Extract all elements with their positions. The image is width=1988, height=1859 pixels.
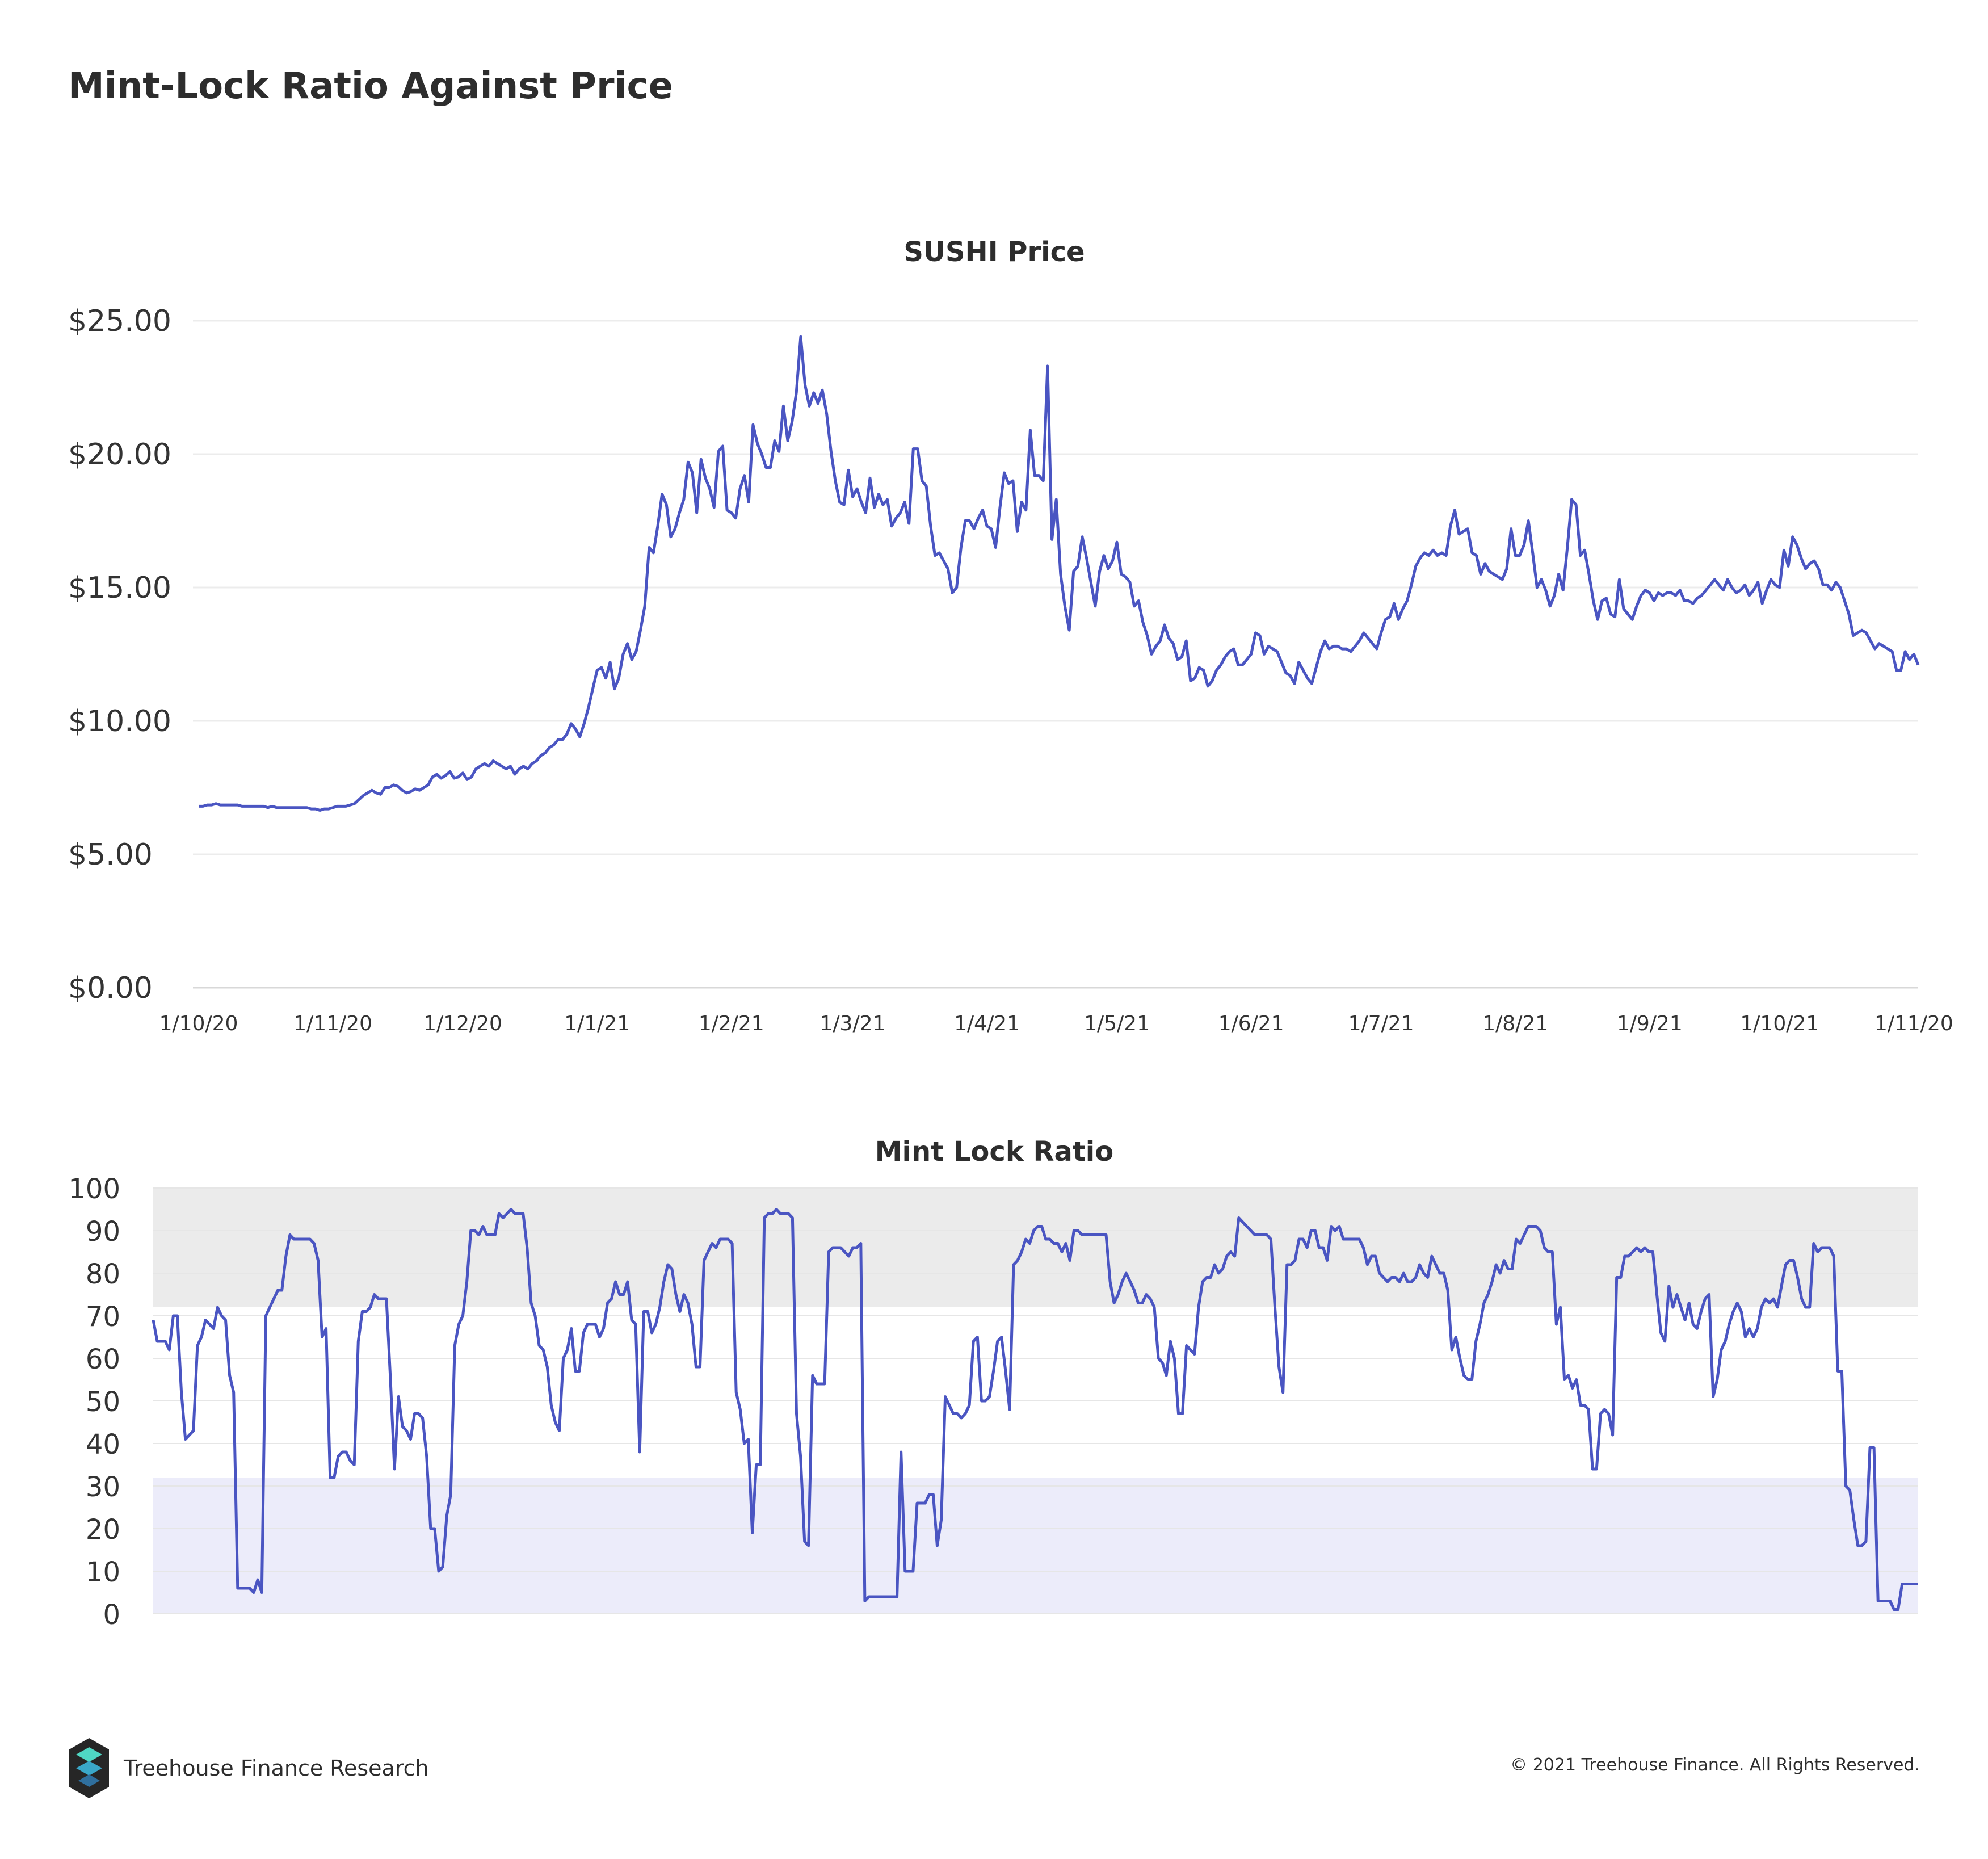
price-x-tick-label: 1/9/21 [1617,1012,1683,1035]
ratio-y-tick-label: 100 [68,1173,120,1205]
ratio-chart-title: Mint Lock Ratio [875,1136,1113,1168]
ratio-y-tick-label: 90 [86,1216,120,1248]
ratio-y-tick-label: 80 [86,1258,120,1290]
ratio-bands [153,1188,1918,1614]
ratio-y-tick-label: 0 [103,1599,120,1631]
price-x-tick-label: 1/10/20 [159,1012,238,1035]
price-x-tick-label: 1/5/21 [1084,1012,1150,1035]
price-x-tick-label: 1/8/21 [1482,1012,1548,1035]
ratio-y-tick-label: 30 [86,1471,120,1503]
ratio-low-band [153,1478,1918,1614]
ratio-gridlines [153,1187,1918,1614]
price-y-tick-label: $20.00 [68,438,171,472]
price-series-line [199,335,1920,812]
ratio-high-band [153,1188,1918,1307]
price-x-tick-label: 1/4/21 [954,1012,1020,1035]
price-chart: SUSHI Price $0.00 $5.00 $10.00 $15.00 $20.00… [68,236,1953,1035]
mint-lock-ratio-chart: Mint Lock Ratio 0 10 20 30 40 50 60 70 80 90 100 [68,1136,1918,1631]
price-y-tick-label: $15.00 [68,571,171,605]
price-x-tick-label: 1/10/21 [1740,1012,1819,1035]
price-x-tick-label: 1/11/20 [1874,1012,1953,1035]
footer-brand: Treehouse Finance Research [68,1737,429,1799]
price-x-tick-label: 1/3/21 [820,1012,886,1035]
ratio-y-tick-label: 70 [86,1301,120,1333]
price-x-tick-label: 1/12/20 [423,1012,502,1035]
treehouse-logo-icon [69,1738,109,1798]
ratio-y-tick-label: 10 [86,1556,120,1588]
price-y-tick-label: $25.00 [68,304,171,338]
price-y-tick-label: $10.00 [68,704,171,738]
price-y-tick-label: $0.00 [68,971,153,1005]
ratio-y-tick-label: 40 [86,1429,120,1461]
ratio-y-axis: 0 10 20 30 40 50 60 70 80 90 100 [68,1173,120,1631]
price-y-tick-label: $5.00 [68,838,153,872]
ratio-y-tick-label: 60 [86,1344,120,1375]
page-title: Mint-Lock Ratio Against Price [68,65,673,107]
price-x-tick-label: 1/7/21 [1348,1012,1414,1035]
brand-name: Treehouse Finance Research [124,1756,429,1781]
price-x-tick-label: 1/11/20 [293,1012,372,1035]
price-x-tick-label: 1/1/21 [564,1012,630,1035]
ratio-series-line [152,1208,1918,1611]
price-gridlines [193,320,1918,989]
price-x-tick-label: 1/6/21 [1218,1012,1284,1035]
ratio-y-tick-label: 50 [86,1386,120,1418]
price-x-tick-label: 1/2/21 [699,1012,764,1035]
price-x-axis: 1/10/20 1/11/20 1/12/20 1/1/21 1/2/21 1/3/21 1… [159,1012,1953,1035]
copyright-notice: © 2021 Treehouse Finance. All Rights Res… [1510,1755,1920,1775]
ratio-y-tick-label: 20 [86,1514,120,1546]
price-chart-title: SUSHI Price [903,236,1085,268]
price-y-axis: $0.00 $5.00 $10.00 $15.00 $20.00 $25.00 [68,304,171,1005]
